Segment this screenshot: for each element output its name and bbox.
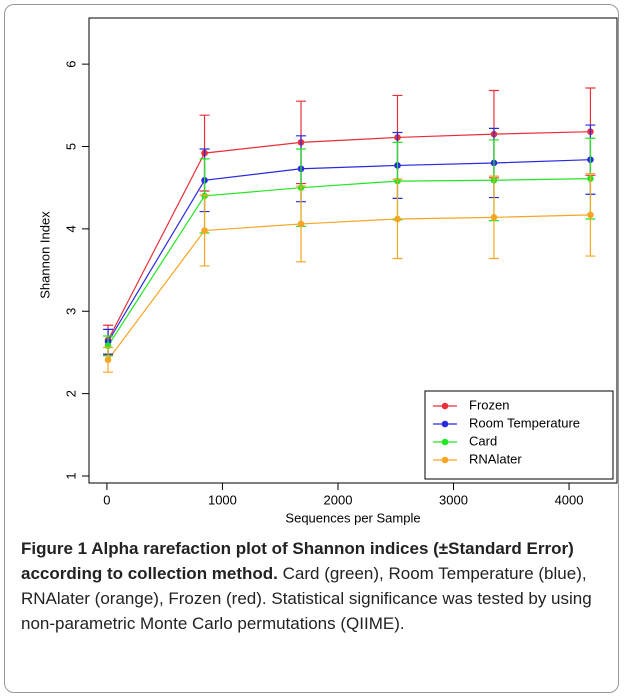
x-tick-label: 0 [103, 492, 110, 507]
caption-title: Figure 1 Alpha rarefaction plot of Shann… [21, 539, 574, 583]
legend-marker [441, 456, 449, 464]
point [104, 356, 112, 364]
point [587, 211, 594, 219]
legend-label: Frozen [469, 397, 509, 412]
caption-text: Card (green), Room Temperature (blue), R… [21, 564, 592, 633]
point [201, 227, 208, 234]
y-tick-label: 4 [63, 225, 78, 232]
legend-label: Card [469, 433, 497, 448]
chart: Shannon Index Sequences per Sample 1 2 3 4 5… [37, 17, 618, 525]
y-tick-label: 3 [63, 308, 78, 315]
legend-label: RNAlater [469, 451, 522, 466]
legend-marker [441, 438, 449, 446]
legend-marker [441, 420, 449, 428]
x-tick-label: 2000 [324, 492, 353, 507]
series-line [107, 159, 591, 343]
y-tick-label: 6 [63, 61, 78, 68]
figure: Shannon Index Sequences per Sample 1 2 3 4 5… [4, 4, 619, 693]
y-tick-label: 1 [63, 472, 78, 479]
plot-frame [88, 17, 618, 484]
series-line [107, 178, 591, 347]
point [490, 214, 498, 221]
legend-marker [441, 402, 449, 410]
y-tick-label: 2 [63, 390, 78, 397]
y-axis-label: Shannon Index [37, 211, 52, 299]
y-tick-label: 5 [63, 143, 78, 150]
legend-label: Room Temperature [469, 415, 580, 430]
x-axis-label: Sequences per Sample [285, 510, 420, 525]
series-line [107, 131, 591, 341]
x-tick-label: 1000 [208, 492, 237, 507]
x-tick-label: 4000 [555, 492, 584, 507]
point [394, 215, 401, 223]
caption: Figure 1 Alpha rarefaction plot of Shann… [21, 536, 611, 636]
point [297, 220, 305, 228]
x-tick-label: 3000 [439, 492, 468, 507]
series-line [107, 214, 591, 361]
